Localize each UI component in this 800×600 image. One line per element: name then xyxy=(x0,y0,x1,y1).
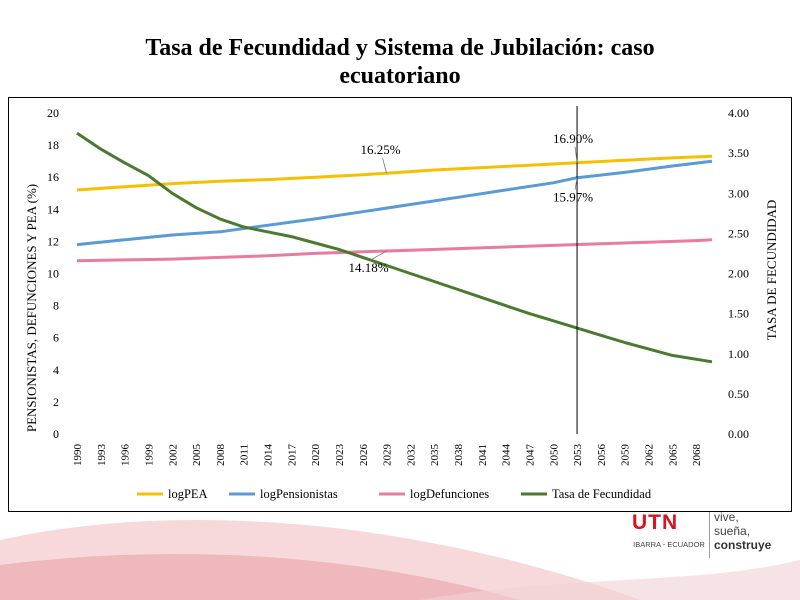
series-line-logdefunciones xyxy=(76,238,713,263)
annotation-leader xyxy=(574,177,578,190)
x-tick-label: 2056 xyxy=(596,444,608,467)
series-line-tasa-de-fecundidad xyxy=(76,131,713,364)
x-tick-label: 2023 xyxy=(334,444,346,467)
x-tick-label: 2020 xyxy=(310,444,322,467)
x-tick-label: 2062 xyxy=(644,444,656,466)
annotation-leader xyxy=(382,158,387,174)
legend-label: Tasa de Fecundidad xyxy=(552,487,652,501)
x-tick-label: 2044 xyxy=(501,444,513,467)
x-tick-label: 2068 xyxy=(691,444,703,467)
y-left-tick-label: 12 xyxy=(47,234,59,248)
legend-label: logDefunciones xyxy=(410,487,489,501)
slide-title-line-2: ecuatoriano xyxy=(339,63,461,89)
legend-label: logPEA xyxy=(168,487,208,501)
x-tick-label: 1996 xyxy=(120,444,132,467)
x-tick-label: 2026 xyxy=(358,444,370,467)
y-right-tick-label: 0.50 xyxy=(728,387,749,401)
y-left-tick-label: 2 xyxy=(53,395,59,409)
chart-frame: PENSIONISTAS, DEFUNCIONES Y PEA (%) TASA… xyxy=(8,97,792,512)
annotation-leader xyxy=(370,250,387,261)
y-left-tick-label: 10 xyxy=(47,267,59,281)
x-tick-label: 2041 xyxy=(477,444,489,466)
slogan-line-3: construye xyxy=(714,538,772,552)
y-right-tick-label: 0.00 xyxy=(728,427,749,441)
x-tick-label: 2035 xyxy=(429,444,441,467)
y-left-axis-label: PENSIONISTAS, DEFUNCIONES Y PEA (%) xyxy=(24,184,39,432)
slogan-line-1: vive, xyxy=(714,510,739,524)
data-label: 14.18% xyxy=(349,260,389,275)
university-logo: UTN xyxy=(632,511,679,534)
data-label: 16.25% xyxy=(361,142,401,157)
y-left-tick-label: 16 xyxy=(47,170,59,184)
legend-label: logPensionistas xyxy=(260,487,338,501)
x-tick-label: 2053 xyxy=(572,444,584,467)
x-tick-label: 1990 xyxy=(72,444,84,467)
x-tick-label: 1999 xyxy=(143,444,155,467)
x-tick-label: 2011 xyxy=(239,444,251,466)
y-left-tick-label: 20 xyxy=(47,106,59,120)
data-label: 15.97% xyxy=(553,190,593,205)
fertility-pension-chart: PENSIONISTAS, DEFUNCIONES Y PEA (%) TASA… xyxy=(24,106,779,501)
x-tick-label: 2002 xyxy=(167,444,179,466)
slogan: vive, sueña, construye xyxy=(714,510,794,552)
x-tick-label: 1993 xyxy=(96,444,108,467)
y-left-tick-label: 6 xyxy=(53,331,59,345)
series-line-logpensionistas xyxy=(76,159,713,247)
x-tick-label: 2047 xyxy=(524,444,536,467)
logo-divider xyxy=(709,512,710,558)
x-tick-label: 2014 xyxy=(263,444,275,467)
x-tick-label: 2065 xyxy=(667,444,679,467)
x-tick-label: 2059 xyxy=(620,444,632,467)
y-left-tick-label: 8 xyxy=(53,299,59,313)
y-left-tick-label: 0 xyxy=(53,427,59,441)
y-right-tick-label: 1.00 xyxy=(728,347,749,361)
y-right-axis-label: TASA DE FECUNDIDAD xyxy=(764,200,779,341)
slogan-line-2: sueña, xyxy=(714,524,751,538)
x-tick-label: 2017 xyxy=(286,444,298,467)
university-location: IBARRA - ECUADOR xyxy=(633,540,705,549)
x-tick-label: 2038 xyxy=(453,444,465,467)
y-left-tick-label: 4 xyxy=(53,363,59,377)
x-tick-label: 2008 xyxy=(215,444,227,467)
y-left-tick-label: 18 xyxy=(47,138,59,152)
slide-title: Tasa de Fecundidad y Sistema de Jubilaci… xyxy=(60,34,740,90)
y-right-tick-label: 3.00 xyxy=(728,186,749,200)
slide-title-line-1: Tasa de Fecundidad y Sistema de Jubilaci… xyxy=(145,35,655,61)
annotation-leader xyxy=(574,146,578,163)
x-tick-label: 2005 xyxy=(191,444,203,467)
y-right-tick-label: 1.50 xyxy=(728,307,749,321)
y-left-tick-label: 14 xyxy=(47,202,59,216)
y-right-tick-label: 3.50 xyxy=(728,146,749,160)
data-label: 16.90% xyxy=(553,131,593,146)
y-right-tick-label: 2.50 xyxy=(728,226,749,240)
series-line-logpea xyxy=(76,154,713,192)
y-right-tick-label: 4.00 xyxy=(728,106,749,120)
x-tick-label: 2032 xyxy=(405,444,417,466)
x-tick-label: 2050 xyxy=(548,444,560,467)
x-tick-label: 2029 xyxy=(382,444,394,467)
y-right-tick-label: 2.00 xyxy=(728,267,749,281)
